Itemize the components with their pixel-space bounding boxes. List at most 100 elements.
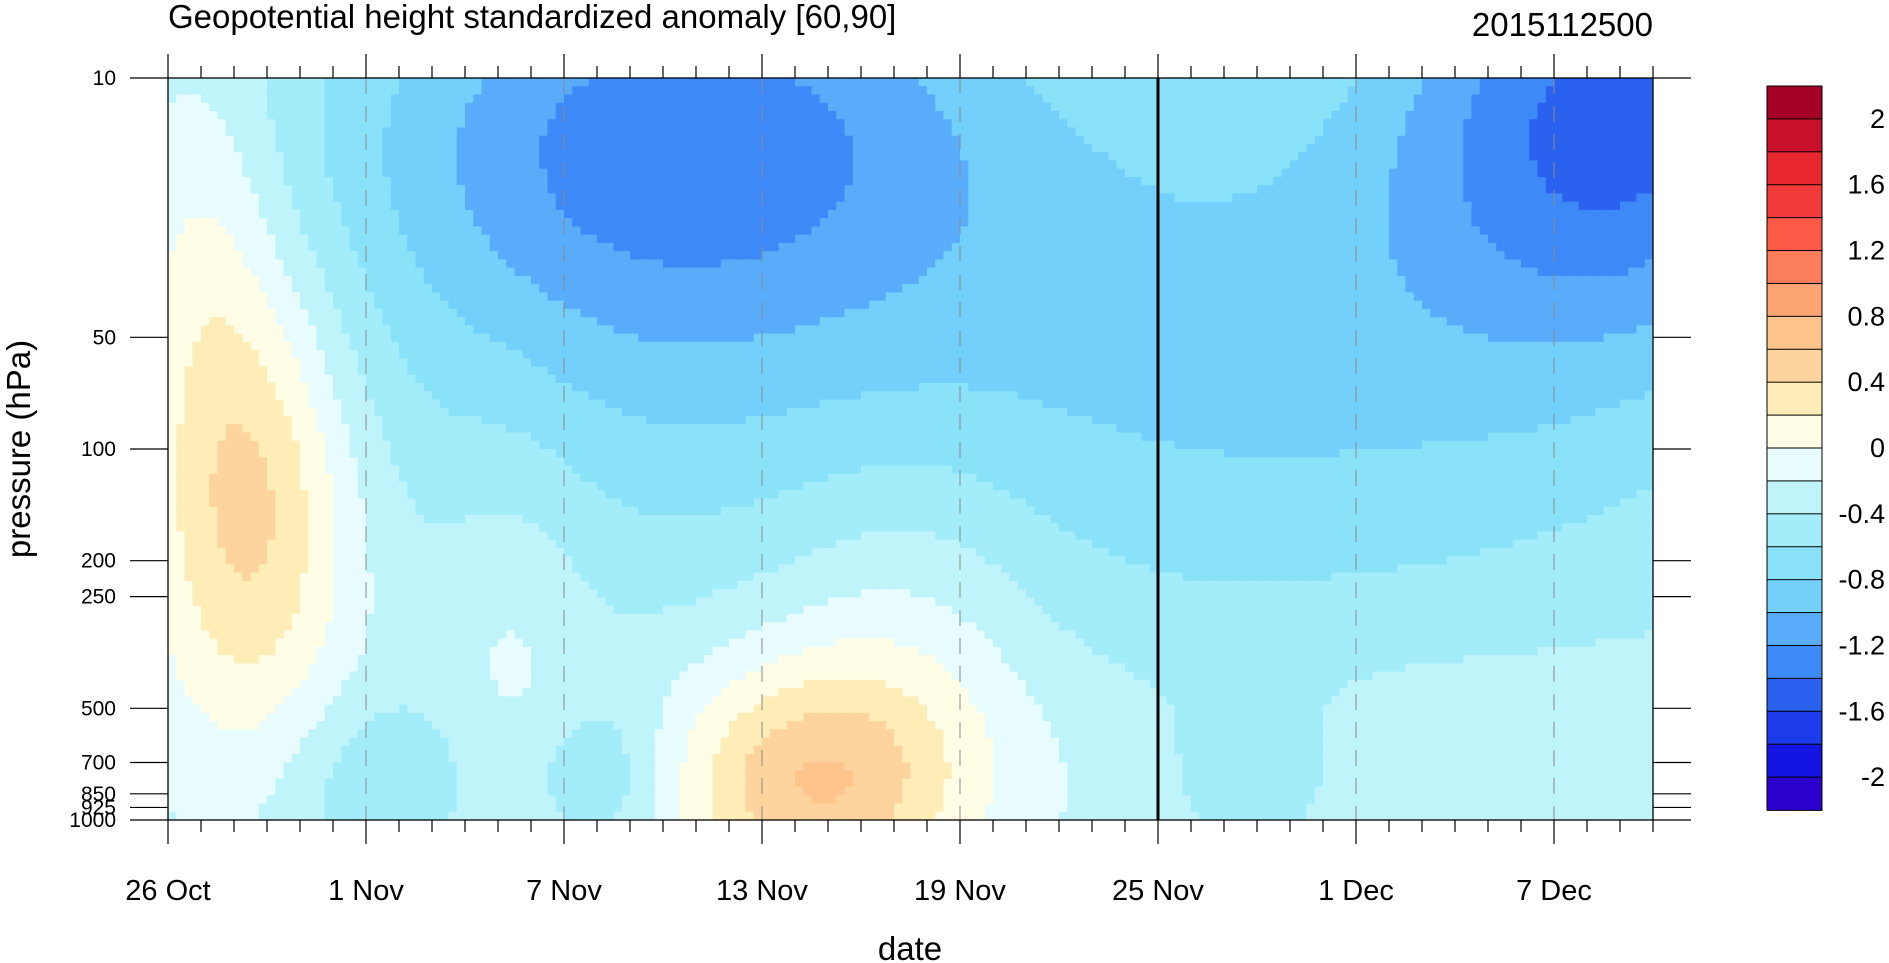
field-cell: [539, 770, 549, 780]
field-cell: [423, 110, 433, 120]
field-cell: [357, 613, 367, 623]
field-cell: [209, 259, 219, 269]
field-cell: [588, 407, 598, 417]
field-cell: [588, 630, 598, 640]
field-cell: [234, 564, 243, 574]
field-cell: [267, 407, 276, 417]
field-cell: [333, 152, 342, 162]
field-cell: [168, 679, 177, 689]
field-cell: [456, 78, 466, 87]
field-cell: [547, 630, 557, 640]
field-cell: [258, 358, 268, 368]
field-cell: [357, 696, 367, 706]
field-cell: [341, 275, 351, 285]
field-cell: [423, 473, 433, 483]
field-cell: [300, 580, 309, 590]
field-cell: [564, 655, 573, 664]
field-cell: [333, 168, 342, 178]
field-cell: [316, 317, 326, 326]
field-cell: [382, 473, 392, 483]
field-cell: [399, 770, 408, 780]
field-cell: [333, 119, 342, 129]
field-cell: [291, 160, 301, 170]
field-cell: [572, 580, 582, 590]
field-cell: [357, 201, 367, 211]
field-cell: [250, 556, 260, 566]
field-cell: [291, 655, 301, 664]
field-cell: [555, 350, 565, 359]
field-cell: [415, 539, 425, 549]
field-cell: [613, 201, 623, 211]
field-cell: [225, 242, 235, 252]
field-cell: [366, 778, 375, 788]
field-cell: [613, 284, 623, 293]
field-cell: [192, 193, 202, 203]
field-cell: [564, 308, 573, 318]
field-cell: [498, 300, 507, 310]
field-cell: [448, 646, 458, 656]
field-cell: [291, 580, 301, 590]
field-cell: [506, 119, 516, 129]
field-cell: [399, 811, 408, 820]
field-cell: [506, 407, 516, 417]
field-cell: [333, 473, 342, 483]
field-cell: [440, 416, 450, 425]
field-cell: [498, 86, 507, 96]
field-cell: [580, 556, 590, 566]
field-cell: [531, 762, 540, 772]
field-cell: [250, 242, 260, 252]
field-cell: [324, 688, 334, 697]
field-cell: [555, 696, 565, 706]
field-cell: [374, 407, 384, 417]
field-cell: [572, 135, 582, 145]
field-cell: [267, 374, 276, 384]
field-cell: [275, 78, 285, 87]
field-cell: [506, 630, 516, 640]
field-cell: [539, 754, 549, 763]
field-cell: [506, 646, 516, 656]
field-cell: [300, 242, 309, 252]
field-cell: [407, 696, 417, 706]
field-cell: [382, 185, 392, 195]
field-cell: [440, 787, 450, 796]
field-cell: [382, 506, 392, 516]
field-cell: [357, 646, 367, 656]
field-cell: [531, 449, 540, 458]
field-cell: [448, 424, 458, 434]
field-cell: [440, 358, 450, 368]
field-cell: [242, 514, 252, 524]
field-cell: [514, 778, 524, 788]
field-cell: [539, 457, 549, 467]
field-cell: [473, 655, 483, 664]
field-cell: [506, 613, 516, 623]
field-cell: [341, 440, 351, 450]
field-cell: [366, 572, 375, 582]
field-cell: [531, 564, 540, 574]
field-cell: [564, 267, 573, 277]
field-cell: [324, 696, 334, 706]
field-cell: [531, 193, 540, 203]
field-cell: [316, 622, 326, 631]
field-cell: [555, 333, 565, 343]
field-cell: [341, 366, 351, 376]
field-cell: [258, 193, 268, 203]
field-cell: [201, 754, 210, 763]
field-cell: [242, 696, 252, 706]
field-cell: [572, 300, 582, 310]
field-cell: [448, 638, 458, 648]
field-cell: [407, 440, 417, 450]
field-cell: [366, 86, 375, 96]
field-cell: [514, 605, 524, 615]
field-cell: [382, 152, 392, 162]
field-cell: [580, 803, 590, 813]
field-cell: [192, 127, 202, 137]
field-cell: [209, 366, 219, 376]
field-cell: [399, 580, 408, 590]
field-cell: [399, 416, 408, 425]
field-cell: [333, 94, 342, 104]
field-cell: [275, 267, 285, 277]
field-cell: [605, 580, 615, 590]
field-cell: [176, 416, 186, 425]
field-cell: [522, 407, 532, 417]
field-cell: [465, 440, 474, 450]
